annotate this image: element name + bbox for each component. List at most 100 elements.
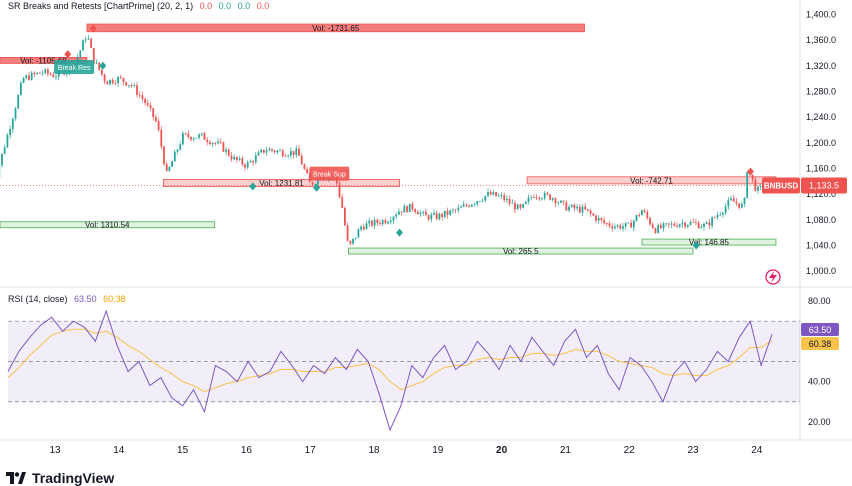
indicator-value-2: 0.0 [219,1,232,11]
candle-body [247,162,249,167]
candle-body [633,221,635,228]
candle-body [700,227,702,228]
candle-body [115,83,117,84]
candle-body [682,223,684,224]
candle-body [676,226,678,227]
candle-body [50,74,52,75]
candle-body [177,150,179,152]
candle-body [358,230,360,238]
candle-body [47,69,49,73]
rsi-tick-label: 40.00 [808,377,831,387]
indicator-value-4: 0.0 [257,1,270,11]
candle-body [406,206,408,212]
candle-body [533,197,535,198]
candle-body [614,227,616,229]
candle-body [698,223,700,228]
candle-body [31,73,33,80]
candle-body [466,205,468,206]
candle-body [136,85,138,94]
candle-body [166,164,168,171]
candle-body [530,197,532,198]
candle-body [387,222,389,223]
candle-body [455,210,457,211]
candle-body [52,75,54,77]
rsi-label: RSI (14, close) [8,294,68,304]
candle-body [198,135,200,138]
time-tick-label: 19 [432,445,444,456]
candle-body [363,227,365,230]
price-tick-label: 1,280.0 [806,86,836,96]
candle-body [128,85,130,86]
candle-body [201,133,203,134]
candle-body [601,218,603,220]
candle-body [20,83,22,95]
time-tick-label: 15 [177,445,189,456]
price-tick-label: 1,320.0 [806,61,836,71]
candle-body [501,195,503,196]
candle-body [28,75,30,79]
candle-body [709,222,711,225]
candle-body [487,192,489,196]
rsi-tick-label: 80.00 [808,296,831,306]
candle-body [255,155,257,162]
rsi-ma-badge-label: 60.38 [809,339,832,349]
candle-body [498,196,500,197]
candle-body [657,225,659,233]
candle-body [382,220,384,224]
candle-body [34,73,36,74]
tradingview-brand: TradingView [32,470,114,486]
candle-body [44,69,46,73]
candle-body [490,192,492,195]
candle-body [538,197,540,198]
candle-body [449,210,451,214]
candle-body [258,152,260,155]
candle-body [271,149,273,151]
candle-body [306,169,308,173]
last-price-label: 1,133.5 [809,180,839,190]
candle-body [401,211,403,212]
candle-body [557,203,559,204]
time-tick-label: 17 [305,445,317,456]
candle-body [460,207,462,208]
indicator-value-1: 0.0 [200,1,213,11]
candle-body [511,203,513,204]
candle-body [547,193,549,195]
candle-body [649,218,651,224]
candle-body [301,156,303,165]
candle-body [412,204,414,209]
candle-body [88,38,90,39]
candle-body [360,227,362,230]
candle-body [717,215,719,217]
candle-body [79,51,81,58]
candle-body [225,150,227,152]
candle-body [754,180,756,191]
indicator-header: SR Breaks and Retests [ChartPrime] (20, … [8,1,273,11]
candle-body [571,205,573,207]
candle-body [339,183,341,197]
candle-body [312,182,314,185]
candle-body [209,142,211,144]
zone-volume-label: Vol: 1231.81 [259,179,304,188]
rsi-header: RSI (14, close) 63.50 60.38 [8,294,130,304]
candle-body [673,224,675,226]
candle-body [231,156,233,160]
candle-body [398,211,400,214]
candle-body [385,220,387,223]
candle-body [471,205,473,207]
candle-body [474,204,476,205]
candle-body [217,142,219,144]
candle-body [120,77,122,78]
price-tick-label: 1,040.0 [806,240,836,250]
tradingview-logo[interactable]: TradingView [6,470,114,486]
candle-body [668,223,670,224]
candle-body [96,62,98,63]
candle-body [584,207,586,210]
candle-body [574,205,576,209]
time-tick-label: 22 [624,445,636,456]
candle-body [665,223,667,224]
candle-body [187,134,189,137]
candle-body [241,158,243,164]
candle-body [625,223,627,227]
price-tick-label: 1,360.0 [806,35,836,45]
candle-body [609,223,611,226]
